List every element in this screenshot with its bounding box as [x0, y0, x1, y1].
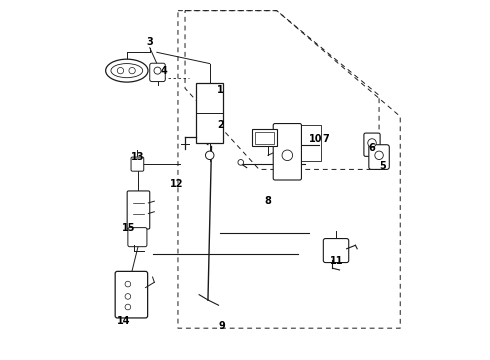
- Circle shape: [125, 304, 131, 310]
- Circle shape: [205, 151, 214, 159]
- Ellipse shape: [111, 64, 143, 78]
- FancyBboxPatch shape: [323, 239, 349, 262]
- FancyBboxPatch shape: [369, 145, 389, 170]
- Circle shape: [282, 150, 293, 161]
- Text: 10: 10: [309, 134, 322, 144]
- Text: 6: 6: [368, 143, 375, 153]
- Text: 8: 8: [265, 196, 271, 206]
- Circle shape: [117, 67, 123, 74]
- Circle shape: [125, 294, 131, 299]
- FancyBboxPatch shape: [131, 157, 144, 171]
- Circle shape: [154, 67, 161, 74]
- FancyBboxPatch shape: [127, 191, 150, 229]
- Text: 15: 15: [122, 222, 135, 233]
- Text: 13: 13: [131, 152, 144, 162]
- FancyBboxPatch shape: [364, 133, 380, 156]
- Text: 9: 9: [219, 321, 225, 332]
- Text: 11: 11: [330, 256, 343, 266]
- Text: 12: 12: [170, 179, 184, 189]
- Text: 5: 5: [379, 161, 386, 171]
- Bar: [196, 83, 223, 143]
- Bar: [252, 129, 277, 147]
- Text: 3: 3: [147, 37, 153, 48]
- Bar: [300, 125, 321, 161]
- Circle shape: [129, 67, 135, 74]
- FancyBboxPatch shape: [150, 63, 165, 82]
- FancyBboxPatch shape: [115, 271, 147, 318]
- Ellipse shape: [106, 59, 148, 82]
- Text: 4: 4: [160, 66, 167, 76]
- Circle shape: [368, 139, 376, 147]
- Text: 1: 1: [217, 85, 223, 95]
- Text: 2: 2: [217, 120, 223, 130]
- Text: 14: 14: [117, 316, 130, 326]
- Circle shape: [125, 281, 131, 287]
- Bar: [255, 132, 274, 144]
- FancyBboxPatch shape: [273, 123, 301, 180]
- Text: 7: 7: [322, 134, 329, 144]
- Circle shape: [238, 159, 244, 165]
- FancyBboxPatch shape: [128, 228, 147, 247]
- Circle shape: [375, 151, 383, 159]
